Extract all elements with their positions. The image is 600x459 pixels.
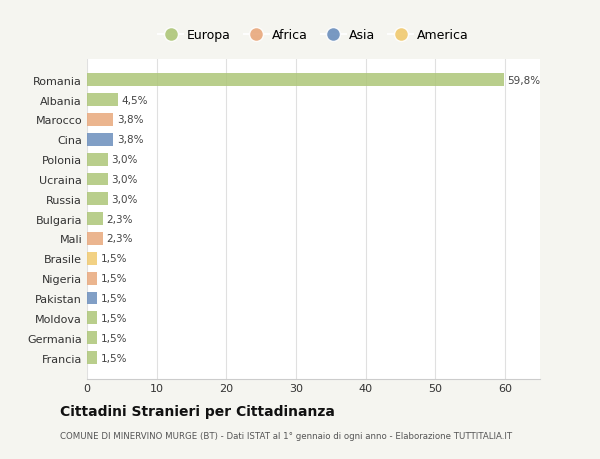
Text: 1,5%: 1,5% xyxy=(101,313,127,323)
Bar xyxy=(87,94,118,107)
Bar xyxy=(87,312,97,325)
Bar xyxy=(87,292,97,305)
Text: 1,5%: 1,5% xyxy=(101,333,127,343)
Text: Cittadini Stranieri per Cittadinanza: Cittadini Stranieri per Cittadinanza xyxy=(60,404,335,419)
Text: 3,8%: 3,8% xyxy=(117,135,143,145)
Text: 3,0%: 3,0% xyxy=(112,155,138,165)
Text: 1,5%: 1,5% xyxy=(101,274,127,284)
Bar xyxy=(87,233,103,246)
Bar xyxy=(87,134,113,146)
Legend: Europa, Africa, Asia, America: Europa, Africa, Asia, America xyxy=(154,24,473,47)
Bar xyxy=(87,74,504,87)
Text: 2,3%: 2,3% xyxy=(107,234,133,244)
Bar xyxy=(87,331,97,344)
Text: 3,8%: 3,8% xyxy=(117,115,143,125)
Text: 4,5%: 4,5% xyxy=(122,95,148,106)
Text: 3,0%: 3,0% xyxy=(112,195,138,204)
Bar xyxy=(87,173,108,186)
Bar xyxy=(87,272,97,285)
Text: 1,5%: 1,5% xyxy=(101,293,127,303)
Text: 59,8%: 59,8% xyxy=(507,76,541,85)
Bar xyxy=(87,114,113,127)
Text: 1,5%: 1,5% xyxy=(101,254,127,264)
Text: 1,5%: 1,5% xyxy=(101,353,127,363)
Bar xyxy=(87,193,108,206)
Bar xyxy=(87,153,108,166)
Bar xyxy=(87,252,97,265)
Bar xyxy=(87,213,103,226)
Text: 3,0%: 3,0% xyxy=(112,174,138,185)
Text: COMUNE DI MINERVINO MURGE (BT) - Dati ISTAT al 1° gennaio di ogni anno - Elabora: COMUNE DI MINERVINO MURGE (BT) - Dati IS… xyxy=(60,431,512,440)
Bar xyxy=(87,351,97,364)
Text: 2,3%: 2,3% xyxy=(107,214,133,224)
